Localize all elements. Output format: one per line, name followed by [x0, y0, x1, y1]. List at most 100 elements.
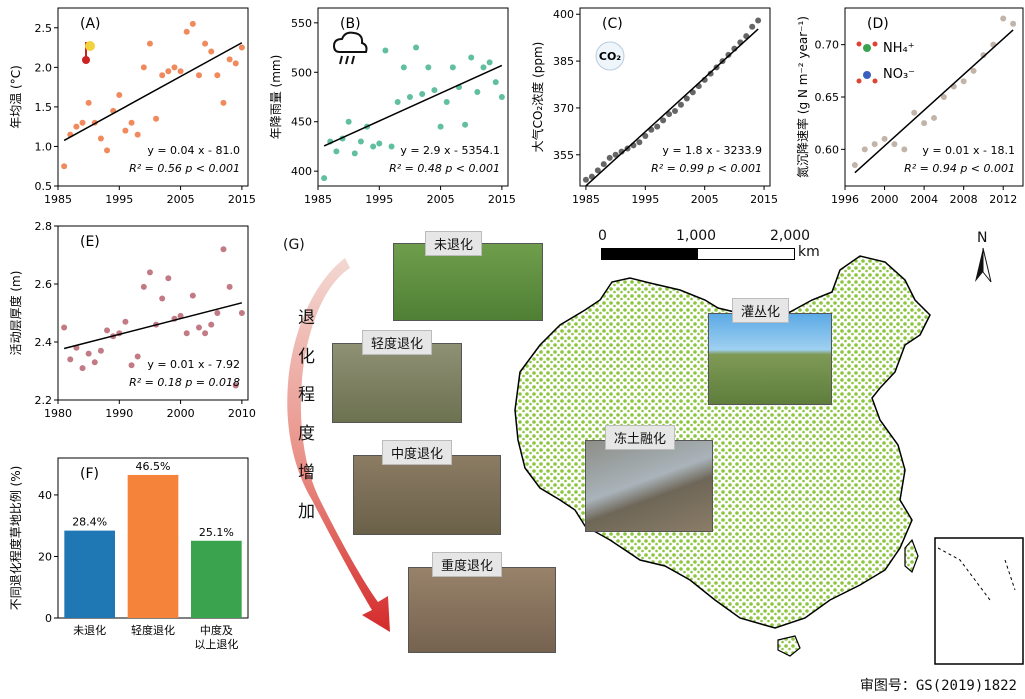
- taiwan-island: [904, 538, 919, 574]
- data-point: [861, 146, 868, 153]
- data-point: [660, 117, 667, 124]
- scale-tick: 1,000: [676, 228, 717, 244]
- panel-label: (C): [602, 16, 623, 32]
- data-point: [960, 78, 967, 85]
- hainan-island: [777, 635, 801, 657]
- y-tick-label: 0: [45, 612, 52, 625]
- data-point: [189, 292, 196, 299]
- regression-equation: y = 1.8 x - 3233.9: [662, 144, 762, 157]
- data-point: [683, 95, 690, 102]
- x-tick-label: 1985: [44, 193, 72, 206]
- data-point: [492, 79, 499, 86]
- arrow-text-char: 程: [298, 385, 315, 405]
- r-squared-label: R² = 0.94 p < 0.001: [904, 162, 1015, 175]
- data-point: [159, 295, 166, 302]
- data-point: [333, 148, 340, 155]
- data-point: [437, 123, 444, 130]
- north-arrow-icon: [975, 247, 992, 283]
- data-point: [128, 362, 135, 369]
- photo-label: 重度退化: [432, 552, 503, 577]
- photo-permafrost-thaw: [585, 440, 713, 532]
- data-point: [881, 135, 888, 142]
- y-tick-label: 2.0: [35, 61, 53, 74]
- data-point: [146, 40, 153, 47]
- data-point: [232, 60, 239, 67]
- data-point: [208, 321, 215, 328]
- photo-undegraded: [393, 243, 543, 321]
- x-category-label: 轻度退化: [131, 623, 175, 637]
- data-point: [165, 275, 172, 282]
- data-point: [183, 28, 190, 35]
- data-point: [116, 92, 123, 99]
- data-point: [189, 20, 196, 27]
- data-point: [238, 310, 245, 316]
- x-tick-label: 2005: [427, 193, 455, 206]
- x-tick-label: 1985: [572, 193, 600, 206]
- panel-label: (B): [340, 16, 361, 32]
- data-point: [755, 17, 762, 24]
- bar: [127, 474, 179, 618]
- data-point: [891, 141, 898, 148]
- data-point: [220, 246, 227, 253]
- data-point: [666, 111, 673, 118]
- data-point: [600, 161, 607, 168]
- data-point: [97, 347, 104, 354]
- data-point: [376, 140, 383, 147]
- scale-tick: 0: [598, 228, 607, 244]
- y-tick-label: 355: [553, 149, 574, 162]
- x-tick-label: 1995: [105, 193, 133, 206]
- plot-frame: [57, 7, 249, 187]
- data-point: [940, 94, 947, 100]
- legend-label: NH₄⁺: [883, 41, 915, 56]
- y-axis-label: 活动层厚度 (m): [8, 271, 23, 356]
- data-point: [1010, 20, 1017, 27]
- y-tick-label: 40: [38, 489, 52, 502]
- data-point: [400, 64, 407, 71]
- data-point: [642, 133, 649, 140]
- x-tick-label: 1985: [304, 193, 332, 206]
- regression-equation: y = 2.9 x - 5354.1: [400, 144, 500, 157]
- r-squared-label: R² = 0.18 p = 0.018: [129, 376, 240, 389]
- y-tick-label: 450: [291, 116, 312, 129]
- x-tick-label: 2008: [950, 193, 978, 206]
- data-point: [406, 94, 413, 100]
- x-tick-label: 1990: [105, 407, 133, 420]
- data-point: [725, 51, 732, 58]
- data-point: [486, 59, 493, 66]
- data-point: [177, 68, 184, 75]
- x-category-label: 中度及: [200, 623, 233, 637]
- data-point: [85, 99, 92, 106]
- data-point: [582, 176, 589, 183]
- data-point: [871, 141, 878, 148]
- chart-panel-2: 年降雨量 (mm) (B) 400 450 500 550 1985 1995 2005 2015…: [269, 7, 516, 206]
- arrow-text-char: 退: [298, 308, 315, 328]
- y-tick-label: 2.8: [35, 220, 53, 233]
- thermometer-icon: [82, 41, 95, 64]
- photo-label: 灌丛化: [732, 298, 790, 323]
- data-point: [104, 327, 111, 334]
- china-outline: [514, 255, 931, 629]
- data-point: [970, 67, 977, 74]
- data-point: [449, 64, 456, 71]
- data-point: [707, 70, 714, 77]
- data-point: [480, 64, 487, 71]
- photo-severe-degraded: [408, 567, 556, 653]
- chart-panel-1: 年均温 (°C) (A) 0.5 1.0 1.5 2.0 2.5 1985 1995 2005 20…: [9, 7, 256, 206]
- data-point: [140, 64, 147, 71]
- y-tick-label: 400: [291, 165, 312, 178]
- data-point: [91, 359, 98, 366]
- data-point: [202, 330, 209, 337]
- data-point: [208, 48, 215, 55]
- y-tick-label: 2.6: [35, 278, 53, 291]
- x-tick-label: 2005: [167, 193, 195, 206]
- x-category-label: 未退化: [73, 623, 106, 637]
- x-tick-label: 1995: [631, 193, 659, 206]
- x-tick-label: 2005: [691, 193, 719, 206]
- x-tick-label: 2015: [488, 193, 516, 206]
- data-point: [122, 318, 129, 325]
- data-point: [351, 150, 358, 157]
- data-point: [357, 138, 364, 145]
- regression-equation: y = 0.01 x - 18.1: [922, 144, 1015, 157]
- y-axis-label: 大气CO₂浓度 (ppm): [530, 42, 545, 153]
- data-point: [159, 72, 166, 79]
